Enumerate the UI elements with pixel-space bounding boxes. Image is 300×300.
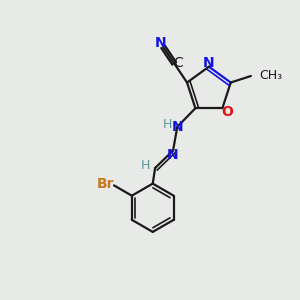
Text: N: N bbox=[172, 120, 183, 134]
Text: O: O bbox=[221, 105, 233, 119]
Text: H: H bbox=[141, 159, 150, 172]
Text: N: N bbox=[167, 148, 179, 162]
Text: N: N bbox=[155, 36, 167, 50]
Text: N: N bbox=[203, 56, 215, 70]
Text: Br: Br bbox=[97, 177, 115, 191]
Text: C: C bbox=[173, 56, 183, 70]
Text: H: H bbox=[163, 118, 172, 131]
Text: CH₃: CH₃ bbox=[259, 70, 282, 83]
